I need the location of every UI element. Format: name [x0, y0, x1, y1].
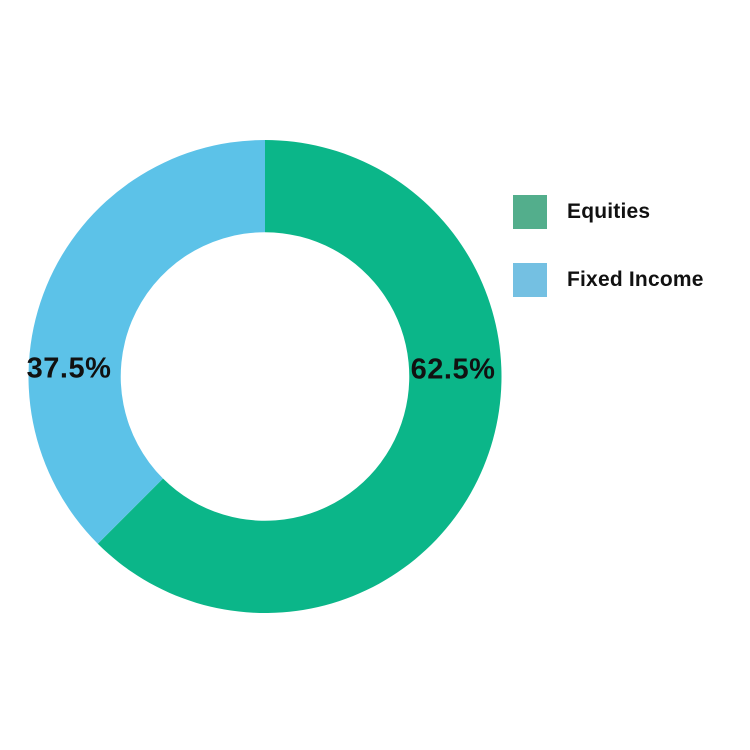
- legend-swatch-equities: [513, 195, 547, 229]
- donut-slice-fixed-income: [28, 140, 265, 544]
- legend-label-fixed-income: Fixed Income: [567, 268, 704, 291]
- slice-label-equities: 62.5%: [410, 353, 496, 386]
- legend-label-equities: Equities: [567, 200, 651, 223]
- slice-label-fixed-income: 37.5%: [26, 352, 112, 385]
- legend-item-equities: Equities: [513, 195, 704, 229]
- legend: Equities Fixed Income: [513, 195, 704, 297]
- legend-item-fixed-income: Fixed Income: [513, 263, 704, 297]
- legend-swatch-fixed-income: [513, 263, 547, 297]
- donut-slice-equities: [97, 140, 502, 613]
